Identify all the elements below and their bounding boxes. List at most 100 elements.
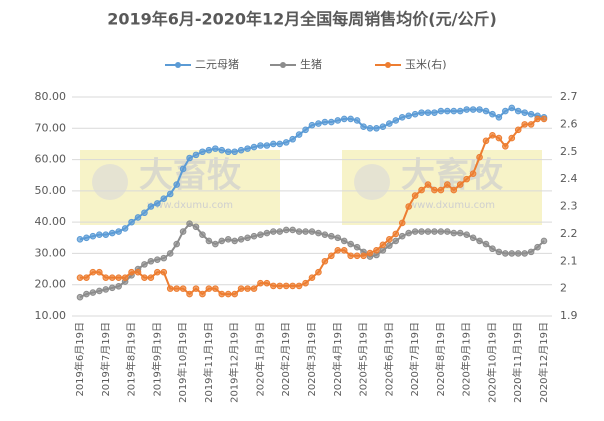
point [205, 146, 213, 154]
point [147, 274, 155, 281]
point [295, 282, 303, 290]
point [134, 214, 142, 221]
point [431, 109, 438, 116]
point [431, 186, 438, 194]
point [276, 140, 284, 148]
point [469, 234, 477, 242]
point [476, 106, 483, 113]
point [231, 290, 238, 298]
point [328, 252, 335, 260]
point [418, 109, 425, 116]
point [398, 232, 406, 240]
point [282, 139, 290, 146]
point [527, 248, 535, 256]
point [392, 237, 400, 245]
point [173, 181, 180, 188]
x-tick-label: 2019年11月19日 [202, 322, 215, 403]
point [489, 245, 496, 253]
point [121, 274, 129, 281]
point [302, 126, 309, 134]
point [186, 154, 193, 162]
point [463, 175, 470, 183]
point [456, 229, 464, 237]
point [328, 118, 335, 126]
point [379, 241, 387, 249]
point [224, 290, 232, 298]
point [411, 228, 419, 235]
point [353, 117, 361, 124]
point [456, 181, 464, 188]
point [482, 137, 490, 145]
point [328, 232, 335, 240]
point [379, 247, 387, 254]
point [469, 170, 477, 177]
point [192, 223, 200, 231]
point [237, 146, 245, 154]
point [386, 120, 393, 127]
point [540, 237, 548, 245]
point [308, 121, 316, 129]
point [437, 186, 445, 194]
x-tick-label: 2019年6月19日 [73, 322, 86, 397]
point [89, 289, 97, 296]
point [173, 240, 180, 248]
point [115, 274, 122, 281]
y-tick-label: 30.00 [35, 246, 67, 259]
y-tick-label: 10.00 [35, 309, 67, 322]
legend-marker [175, 62, 181, 68]
point [89, 268, 97, 276]
chart-title: 2019年6月-2020年12月全国每周销售均价(元/公斤) [107, 10, 497, 29]
point [315, 229, 322, 237]
watermark: 大畜牧 [139, 156, 242, 196]
point [514, 107, 522, 115]
x-tick-label: 2020年8月19日 [434, 322, 447, 397]
point [315, 268, 322, 276]
point [353, 252, 361, 260]
point [514, 126, 522, 134]
point [444, 228, 451, 235]
point [115, 282, 122, 290]
y-tick-label: 60.00 [35, 153, 67, 166]
point [205, 237, 213, 245]
point [508, 134, 516, 142]
point [418, 186, 425, 194]
y-tick-label: 70.00 [35, 121, 67, 134]
point [366, 249, 374, 257]
point [128, 218, 135, 226]
point [476, 237, 483, 245]
point [347, 252, 354, 260]
watermark-logo [354, 164, 390, 200]
point [263, 279, 271, 287]
point [270, 140, 277, 148]
point [160, 195, 168, 202]
point [186, 220, 193, 228]
point [308, 274, 316, 281]
point [489, 132, 496, 139]
point [166, 285, 174, 292]
point [340, 247, 348, 254]
x-tick-label: 2020年12月19日 [537, 322, 550, 403]
point [102, 231, 110, 238]
point [218, 146, 226, 154]
point [392, 230, 400, 238]
point [386, 242, 393, 249]
point [108, 229, 116, 237]
point [199, 231, 206, 238]
point [347, 240, 354, 248]
point [270, 228, 277, 235]
point [96, 268, 103, 276]
x-tick-label: 2020年4月19日 [331, 322, 344, 397]
point [437, 228, 445, 235]
point [444, 107, 451, 115]
point [83, 290, 90, 298]
point [141, 261, 148, 268]
y-tick-label: 20.00 [35, 278, 67, 291]
point [534, 115, 541, 123]
legend-marker [280, 62, 286, 68]
point [334, 247, 342, 254]
x-tick-label: 2020年1月19日 [253, 322, 266, 397]
point [160, 268, 168, 276]
point [302, 228, 309, 235]
point [334, 117, 342, 124]
point [282, 226, 290, 234]
